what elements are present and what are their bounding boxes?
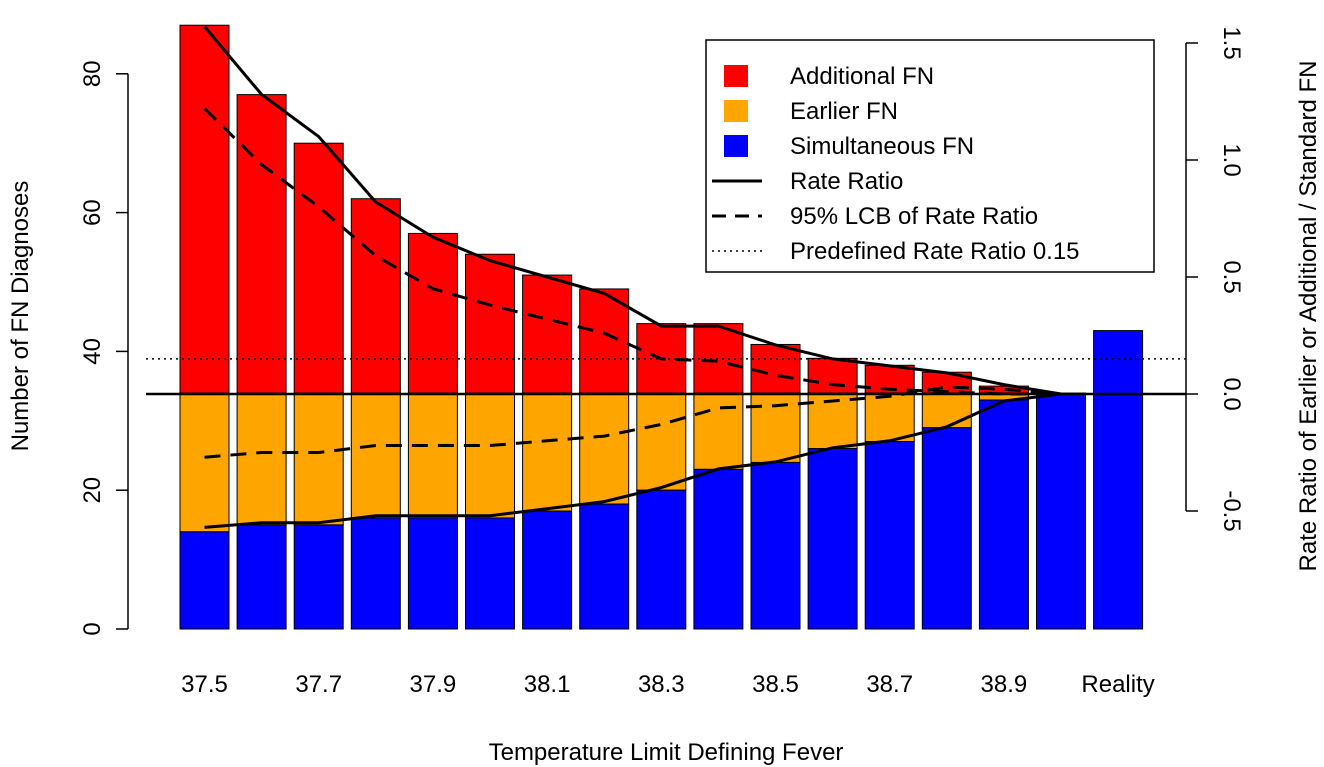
rate-ratio-line-upper xyxy=(203,25,1062,396)
bar-earlier-37.5 xyxy=(179,392,230,533)
bar-additional-38.0 xyxy=(465,253,515,394)
legend-swatch xyxy=(724,100,748,122)
axes: 0 20 40 60 80 -0.5 0.0 0.5 1.0 1.5 37.5 37.7 37.9 38.… xyxy=(79,26,1245,698)
y-tick-label: 60 xyxy=(79,199,106,226)
bar-simultaneous-37.5 xyxy=(179,531,230,630)
bar-simultaneous-38.8 xyxy=(921,427,972,630)
bar-earlier-37.8 xyxy=(350,392,401,519)
x-tick-label: Reality xyxy=(1081,671,1154,698)
legend-label: Additional FN xyxy=(790,63,934,90)
bar-additional-37.9 xyxy=(407,232,458,394)
bar-additional-38.1 xyxy=(522,274,573,394)
legend-label: Predefined Rate Ratio 0.15 xyxy=(790,238,1080,265)
bar-earlier-38.1 xyxy=(522,392,573,512)
bar-earlier-37.9 xyxy=(407,392,458,519)
bar-simultaneous-38.0 xyxy=(465,517,515,630)
bar-simultaneous-38.4 xyxy=(693,468,744,630)
bar-simultaneous-37.8 xyxy=(350,517,401,630)
y2-tick-label: 0.5 xyxy=(1218,260,1245,293)
bar-simultaneous-Reality xyxy=(1093,330,1144,630)
bar-additional-37.5 xyxy=(179,24,230,394)
legend-label: 95% LCB of Rate Ratio xyxy=(790,203,1038,230)
legend-box xyxy=(705,39,1155,273)
bar-earlier-38.2 xyxy=(579,392,630,505)
bar-simultaneous-38.2 xyxy=(579,503,630,630)
bar-additional-38.5 xyxy=(750,343,801,394)
lcb-line-lower xyxy=(204,385,1062,459)
y-axis-title: Number of FN Diagnoses xyxy=(7,181,34,452)
bar-simultaneous-37.6 xyxy=(236,524,287,630)
y-tick-label: 0 xyxy=(79,622,106,635)
x-tick-label: 38.7 xyxy=(866,671,913,698)
bar-simultaneous-38.5 xyxy=(750,461,801,630)
bar-earlier-37.7 xyxy=(293,392,344,526)
x-tick-label: 37.5 xyxy=(181,671,228,698)
x-tick-label: 38.9 xyxy=(981,671,1028,698)
bar-earlier-38.8 xyxy=(921,392,972,429)
y-tick-label: 20 xyxy=(79,477,106,504)
bar-additional-38.2 xyxy=(579,288,630,394)
legend-label: Simultaneous FN xyxy=(790,133,974,160)
y2-tick-label: 0.0 xyxy=(1218,377,1245,410)
y-tick-label: 40 xyxy=(79,338,106,365)
lcb-line-upper xyxy=(203,107,1061,396)
bar-simultaneous-38.9 xyxy=(978,399,1029,630)
bar-simultaneous-39.0 xyxy=(1036,392,1086,630)
rate-ratio-line-lower xyxy=(204,392,1062,529)
bar-earlier-38.7 xyxy=(864,392,915,443)
bar-earlier-37.6 xyxy=(236,392,287,526)
legend: Additional FN Earlier FN Simultaneous FN Ra… xyxy=(705,39,1155,273)
bar-additional-37.8 xyxy=(350,198,401,394)
x-tick-label: 37.7 xyxy=(295,671,342,698)
bar-simultaneous-38.3 xyxy=(636,489,687,630)
rate-lines xyxy=(146,25,1186,529)
y2-tick-label: -0.5 xyxy=(1218,490,1245,531)
bar-additional-37.7 xyxy=(293,142,344,394)
bar-earlier-38.0 xyxy=(465,392,515,519)
legend-swatch xyxy=(724,65,748,87)
bar-earlier-38.4 xyxy=(693,392,744,470)
x-tick-label: 38.3 xyxy=(638,671,685,698)
legend-swatch xyxy=(724,135,748,157)
bar-simultaneous-38.1 xyxy=(522,510,573,630)
bar-simultaneous-38.6 xyxy=(807,448,858,630)
x-axis-title: Temperature Limit Defining Fever xyxy=(489,739,844,766)
bar-simultaneous-38.7 xyxy=(864,441,915,630)
bar-earlier-38.5 xyxy=(750,392,801,463)
x-tick-label: 37.9 xyxy=(410,671,457,698)
x-tick-label: 38.1 xyxy=(524,671,571,698)
bar-simultaneous-37.9 xyxy=(407,517,458,630)
y2-tick-label: 1.0 xyxy=(1218,143,1245,176)
y-tick-label: 80 xyxy=(79,60,106,87)
y2-axis-title: Rate Ratio of Earlier or Additional / St… xyxy=(1295,61,1322,572)
bar-simultaneous-37.7 xyxy=(293,524,344,630)
bar-additional-37.6 xyxy=(236,94,287,394)
legend-label: Rate Ratio xyxy=(790,168,903,195)
y2-tick-label: 1.5 xyxy=(1218,26,1245,59)
legend-label: Earlier FN xyxy=(790,98,898,125)
bar-earlier-38.3 xyxy=(636,392,687,491)
bar-additional-38.6 xyxy=(807,357,858,394)
x-tick-label: 38.5 xyxy=(752,671,799,698)
